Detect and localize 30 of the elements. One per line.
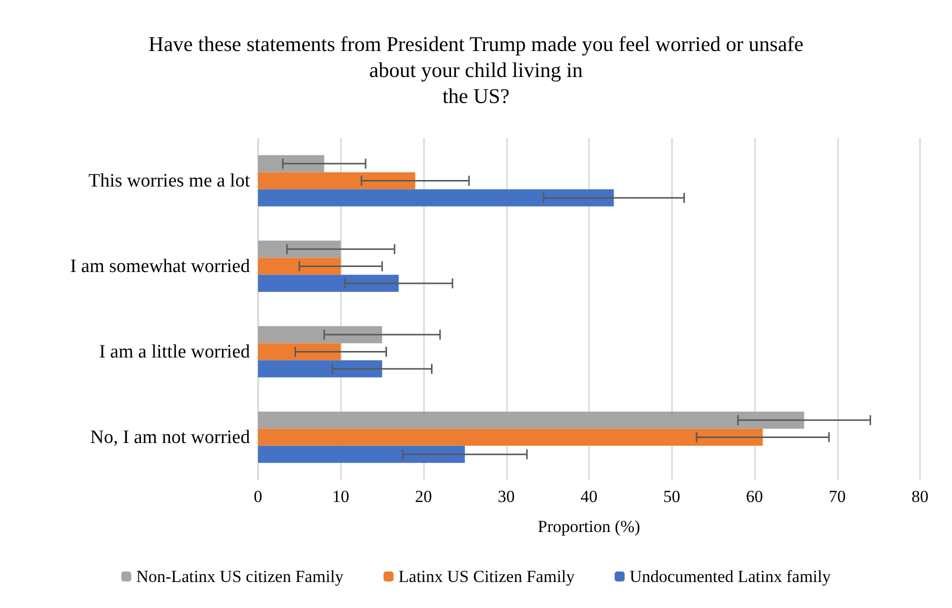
x-tick-label: 10 [332,487,350,506]
x-tick-label: 30 [498,487,515,506]
x-tick-label: 0 [254,487,262,506]
bar [258,258,341,275]
x-tick-label: 70 [828,487,846,506]
x-tick-label: 40 [580,487,598,506]
bar [258,172,416,190]
y-tick-label: This worries me a lot [88,170,251,192]
bar [258,428,763,446]
bar [258,189,614,206]
bar [258,155,324,172]
y-tick-label: No, I am not worried [90,426,250,448]
x-tick-label: 20 [415,487,432,506]
bar [258,360,382,378]
x-tick-label: 60 [746,487,763,506]
bar [258,240,341,258]
legend-label: Undocumented Latinx family [630,567,832,586]
x-axis-title: Proportion (%) [538,517,640,536]
legend-label: Latinx US Citizen Family [398,567,576,586]
x-tick-label: 80 [912,487,928,506]
bar [258,343,341,360]
bar [258,412,804,429]
bar [258,274,399,292]
chart-title: Have these statements from President Trump made you feel worried or unsafe about your child living in the US? [148,32,804,108]
y-tick-label: I am a little worried [99,341,250,362]
y-tick-label: I am somewhat worried [70,256,250,277]
legend-label: Non-Latinx US citizen Family [136,567,344,586]
bar [258,446,465,463]
bar [258,326,382,344]
x-tick-label: 50 [663,487,680,506]
